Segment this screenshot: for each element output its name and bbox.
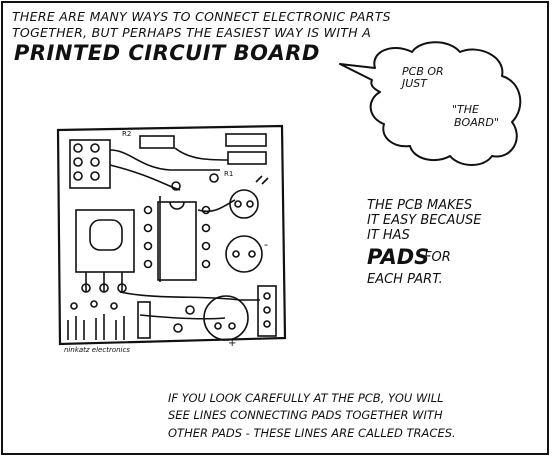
bottom-caption-line-2: see lines connecting pads together with	[168, 408, 443, 422]
pad-small-2	[185, 305, 195, 315]
bubble-line-3: "The	[452, 103, 480, 116]
label-maker: ninkatz electronics	[64, 346, 130, 354]
bottom-caption-line-3: other pads - these lines are called trac…	[168, 426, 456, 440]
speech-bubble-outline	[339, 41, 522, 166]
capacitor-bottom	[203, 295, 249, 341]
intro-line-2: together, but perhaps the easiest way is…	[12, 25, 372, 40]
pad-small-3	[171, 181, 181, 191]
top-slot-3	[227, 151, 267, 165]
label-r2: R2	[122, 130, 131, 138]
right-caption-line-2: it easy because	[367, 213, 482, 228]
right-caption-line-5: each part.	[367, 272, 443, 287]
bubble-line-2: just	[402, 77, 427, 90]
regulator	[75, 209, 135, 293]
trace-1	[109, 149, 220, 171]
right-header	[257, 285, 277, 337]
label-r1: R1	[224, 170, 233, 178]
board-outline	[56, 124, 287, 346]
top-slot-1	[139, 135, 175, 149]
trace-2	[109, 164, 181, 191]
right-caption-line-3: it has	[367, 228, 410, 243]
label-minus: -	[264, 238, 268, 251]
intro-line-1: There are many ways to connect electroni…	[12, 9, 391, 24]
pad-block-top-left	[69, 139, 111, 189]
trace-3	[174, 147, 229, 161]
trace-7	[139, 314, 226, 320]
capacitor-middle	[225, 235, 263, 273]
pad-column	[137, 301, 151, 339]
bubble-line-4: Board"	[454, 116, 499, 129]
right-caption-line-1: The PCB makes	[367, 198, 473, 213]
top-slot-2	[225, 133, 267, 147]
pad-small-4	[209, 173, 219, 183]
bottom-caption-line-1: If you look carefully at the PCB, you wi…	[168, 391, 444, 405]
ic-chip	[143, 201, 211, 281]
leads-bottom-left	[67, 300, 125, 340]
pad-small-1	[173, 323, 183, 333]
right-caption-pads-word: Pads	[367, 245, 430, 269]
trace-6	[119, 291, 260, 301]
led-component	[229, 175, 269, 219]
label-plus: +	[228, 338, 236, 349]
bubble-line-1: PCB or	[402, 65, 444, 78]
right-caption-for-word: for	[424, 250, 451, 265]
title-printed-circuit-board: Printed Circuit Board	[14, 41, 320, 65]
